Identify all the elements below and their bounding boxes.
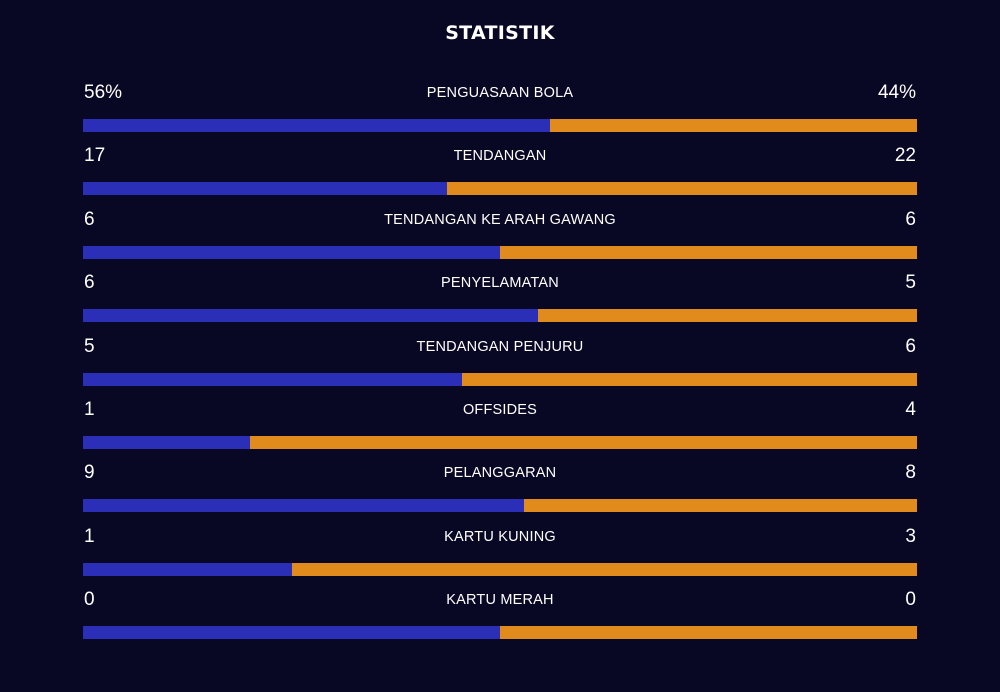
stat-label: PENYELAMATAN: [441, 275, 559, 292]
home-bar-segment: [83, 119, 551, 132]
home-value: 0: [84, 589, 95, 611]
stat-bar: [83, 119, 917, 132]
home-value: 6: [84, 208, 95, 230]
home-value: 56%: [84, 82, 123, 103]
home-value: 1: [84, 525, 95, 547]
away-bar-segment: [291, 562, 917, 576]
stat-row-corners: 5 TENDANGAN PENJURU 6: [83, 334, 917, 397]
home-value: 9: [84, 462, 95, 484]
stat-row-shots: 17 TENDANGAN 22: [83, 143, 917, 206]
away-value: 4: [905, 398, 916, 420]
stat-row-possession: 56% PENGUASAAN BOLA 44%: [83, 80, 917, 143]
away-value: 22: [894, 145, 916, 167]
stat-label: TENDANGAN: [453, 148, 547, 165]
stat-label: TENDANGAN PENJURU: [416, 338, 584, 355]
home-bar-segment: [83, 182, 447, 196]
home-value: 5: [84, 335, 95, 357]
away-bar-segment: [524, 499, 917, 513]
away-bar-segment: [500, 245, 917, 259]
away-bar-segment: [537, 309, 917, 323]
away-value: 6: [905, 208, 916, 230]
home-bar-segment: [83, 372, 463, 386]
stat-label: PENGUASAAN BOLA: [426, 85, 574, 101]
home-value: 1: [84, 398, 95, 420]
stat-label: KARTU KUNING: [444, 528, 556, 545]
stat-bar: [83, 499, 917, 513]
home-bar-segment: [83, 245, 500, 259]
away-value: 8: [905, 462, 916, 484]
away-value: 0: [905, 589, 916, 611]
stat-row-red-cards: 0 KARTU MERAH 0: [83, 587, 917, 650]
stat-bar: [83, 626, 917, 640]
away-bar-segment: [550, 119, 917, 132]
stat-bar: [83, 435, 917, 449]
stat-row-yellow-cards: 1 KARTU KUNING 3: [83, 524, 917, 587]
stat-bar: [83, 245, 917, 259]
stat-bar: [83, 182, 917, 196]
away-value: 3: [905, 525, 916, 547]
stat-label: TENDANGAN KE ARAH GAWANG: [384, 211, 616, 228]
stat-bar: [83, 309, 917, 323]
stat-bar: [83, 562, 917, 576]
stat-label: PELANGGARAN: [443, 465, 557, 482]
away-bar-segment: [500, 626, 917, 640]
away-bar-segment: [446, 182, 917, 196]
away-bar-segment: [462, 372, 917, 386]
stat-row-saves: 6 PENYELAMATAN 5: [83, 270, 917, 333]
stats-title: STATISTIK: [445, 22, 555, 44]
home-value: 17: [84, 145, 106, 167]
away-bar-segment: [249, 435, 917, 449]
home-bar-segment: [83, 435, 250, 449]
stat-label: OFFSIDES: [462, 401, 538, 418]
stats-list: 56% PENGUASAAN BOLA 44% 17 TENDANGAN 22 …: [83, 80, 917, 651]
home-bar-segment: [83, 499, 525, 513]
away-value: 6: [905, 335, 916, 357]
away-value: 44%: [877, 82, 916, 103]
home-bar-segment: [83, 562, 292, 576]
stat-row-fouls: 9 PELANGGARAN 8: [83, 460, 917, 523]
stat-row-offsides: 1 OFFSIDES 4: [83, 397, 917, 460]
away-value: 5: [905, 272, 916, 294]
home-bar-segment: [83, 309, 538, 323]
home-value: 6: [84, 272, 95, 294]
stat-label: KARTU MERAH: [446, 592, 554, 609]
stat-row-shots-on-target: 6 TENDANGAN KE ARAH GAWANG 6: [83, 207, 917, 270]
home-bar-segment: [83, 626, 500, 640]
stat-bar: [83, 372, 917, 386]
